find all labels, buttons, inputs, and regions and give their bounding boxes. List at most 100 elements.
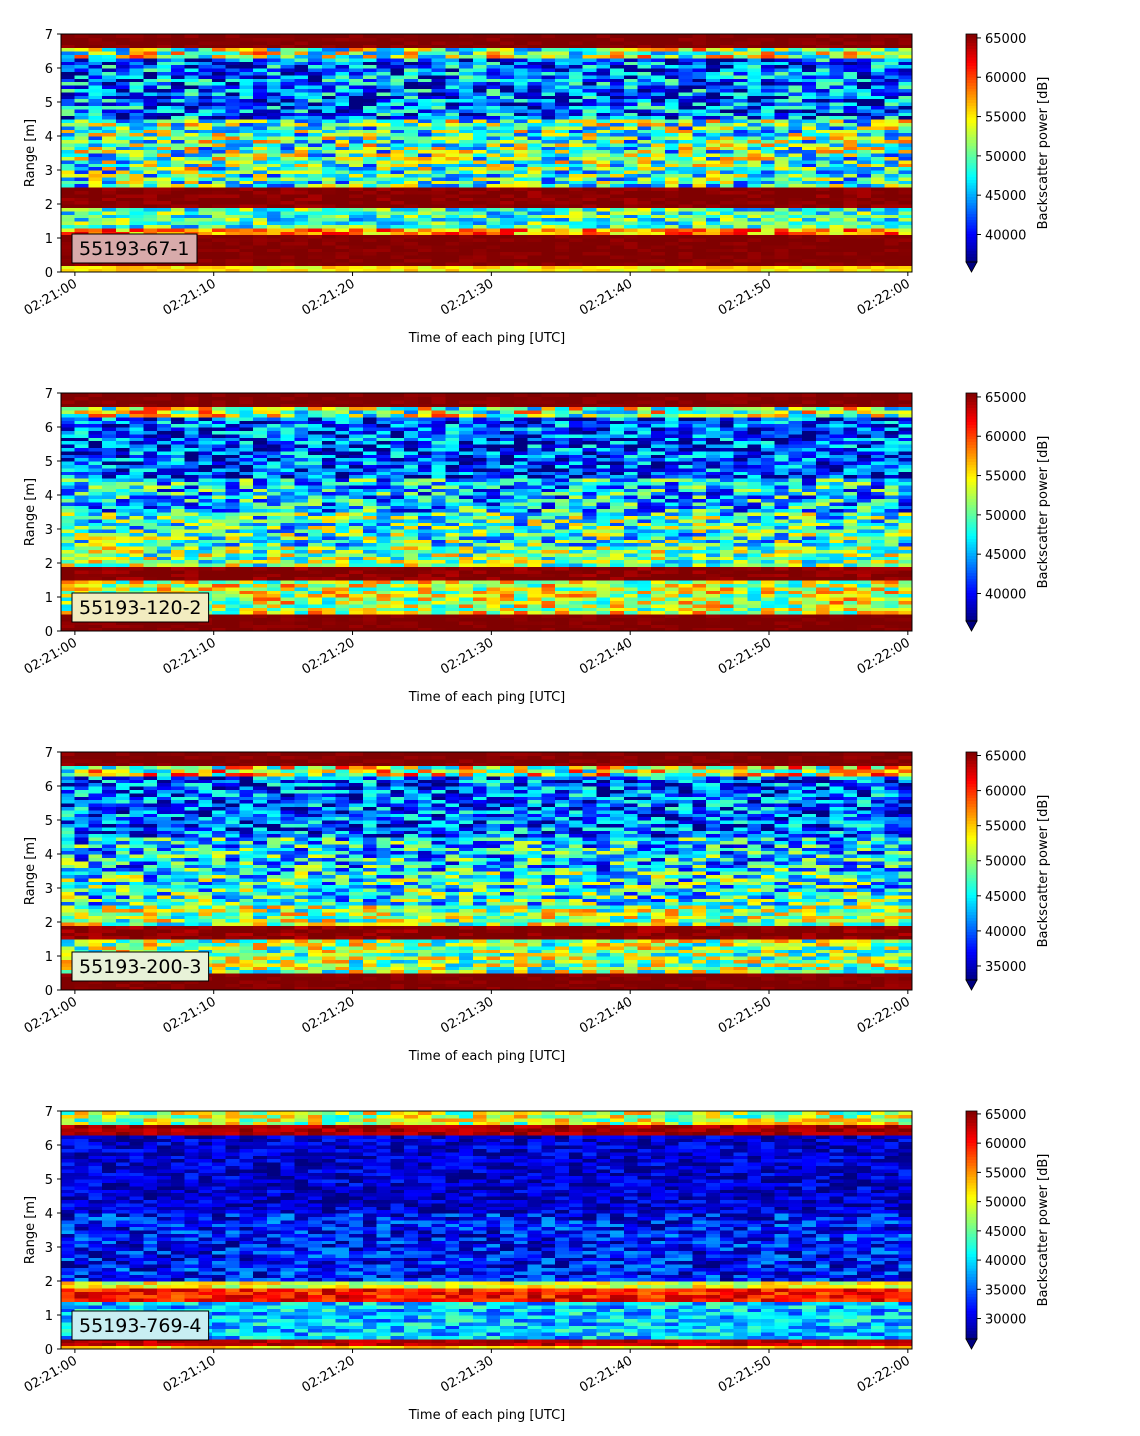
heatmap-cell bbox=[761, 119, 776, 123]
heatmap-cell bbox=[157, 556, 172, 561]
heatmap-cell bbox=[527, 129, 543, 134]
heatmap-cell bbox=[74, 139, 90, 144]
heatmap-cell bbox=[582, 207, 597, 212]
heatmap-cell bbox=[266, 261, 282, 266]
heatmap-cell bbox=[486, 74, 501, 79]
heatmap-cell bbox=[719, 47, 735, 52]
heatmap-cell bbox=[170, 227, 186, 232]
heatmap-cell bbox=[308, 112, 323, 117]
heatmap-cell bbox=[225, 248, 241, 253]
heatmap-cell bbox=[170, 85, 186, 89]
heatmap-cell bbox=[115, 217, 131, 222]
heatmap-cell bbox=[761, 68, 776, 72]
heatmap-cell bbox=[719, 54, 735, 59]
heatmap-cell bbox=[88, 624, 103, 629]
heatmap-cell bbox=[596, 44, 611, 49]
heatmap-cell bbox=[211, 193, 227, 198]
heatmap-cell bbox=[239, 102, 254, 106]
heatmap-cell bbox=[390, 265, 405, 270]
colorbar-segment bbox=[966, 93, 977, 98]
heatmap-cell bbox=[404, 221, 419, 225]
heatmap-cell bbox=[582, 176, 597, 181]
heatmap-cell bbox=[74, 105, 90, 110]
heatmap-cell bbox=[843, 149, 858, 154]
heatmap-cell bbox=[321, 142, 337, 147]
heatmap-cell bbox=[294, 187, 309, 191]
heatmap-cell bbox=[184, 261, 199, 266]
heatmap-cell bbox=[61, 491, 76, 496]
heatmap-cell bbox=[115, 627, 131, 632]
heatmap-cell bbox=[445, 234, 460, 239]
heatmap-cell bbox=[198, 255, 213, 259]
heatmap-cell bbox=[870, 207, 886, 212]
heatmap-cell bbox=[74, 423, 90, 428]
heatmap-cell bbox=[376, 71, 392, 76]
heatmap-cell bbox=[115, 163, 131, 168]
heatmap-cell bbox=[664, 204, 680, 208]
heatmap-cell bbox=[61, 47, 76, 52]
heatmap-cell bbox=[486, 125, 501, 130]
heatmap-cell bbox=[88, 406, 103, 411]
heatmap-cell bbox=[225, 44, 241, 49]
heatmap-cell bbox=[884, 112, 899, 117]
heatmap-cell bbox=[596, 102, 611, 106]
heatmap-cell bbox=[61, 563, 76, 567]
heatmap-cell bbox=[308, 88, 323, 93]
heatmap-cell bbox=[678, 68, 693, 72]
heatmap-cell bbox=[527, 44, 543, 49]
heatmap-cell bbox=[102, 187, 117, 191]
heatmap-cell bbox=[857, 95, 872, 100]
heatmap-cell bbox=[678, 217, 693, 222]
heatmap-cell bbox=[802, 61, 817, 66]
heatmap-cell bbox=[761, 231, 776, 236]
heatmap-cell bbox=[335, 125, 350, 130]
heatmap-cell bbox=[61, 248, 76, 253]
heatmap-cell bbox=[692, 47, 707, 52]
heatmap-cell bbox=[459, 268, 474, 273]
heatmap-cell bbox=[417, 156, 433, 161]
heatmap-cell bbox=[513, 221, 529, 225]
heatmap-cell bbox=[459, 238, 474, 242]
heatmap-cell bbox=[266, 142, 282, 147]
heatmap-cell bbox=[335, 180, 350, 185]
heatmap-cell bbox=[404, 122, 419, 127]
heatmap-cell bbox=[129, 627, 144, 632]
heatmap-cell bbox=[568, 125, 584, 130]
heatmap-cell bbox=[74, 122, 90, 127]
heatmap-cell bbox=[184, 95, 199, 100]
heatmap-cell bbox=[61, 238, 76, 242]
heatmap-cell bbox=[198, 136, 213, 140]
heatmap-cell bbox=[198, 173, 213, 178]
heatmap-cell bbox=[472, 102, 488, 106]
heatmap-cell bbox=[500, 64, 515, 69]
heatmap-cell bbox=[390, 227, 405, 232]
heatmap-cell bbox=[637, 176, 652, 181]
heatmap-cell bbox=[431, 78, 446, 83]
heatmap-cell bbox=[637, 40, 652, 45]
heatmap-cell bbox=[843, 217, 858, 222]
heatmap-cell bbox=[129, 91, 144, 96]
heatmap-cell bbox=[88, 139, 103, 144]
heatmap-cell bbox=[404, 210, 419, 215]
heatmap-cell bbox=[184, 85, 199, 89]
heatmap-cell bbox=[102, 413, 117, 418]
heatmap-cell bbox=[390, 255, 405, 259]
heatmap-cell bbox=[596, 204, 611, 208]
heatmap-cell bbox=[733, 234, 748, 239]
heatmap-cell bbox=[417, 139, 433, 144]
heatmap-cell bbox=[321, 261, 337, 266]
heatmap-cell bbox=[500, 61, 515, 66]
heatmap-cell bbox=[500, 221, 515, 225]
heatmap-cell bbox=[541, 227, 556, 232]
colorbar-segment bbox=[966, 113, 977, 118]
heatmap-cell bbox=[198, 214, 213, 219]
heatmap-cell bbox=[88, 136, 103, 140]
heatmap-cell bbox=[198, 64, 213, 69]
heatmap-cell bbox=[582, 153, 597, 157]
heatmap-cell bbox=[568, 98, 584, 103]
heatmap-cell bbox=[129, 122, 144, 127]
heatmap-cell bbox=[157, 159, 172, 164]
heatmap-cell bbox=[198, 132, 213, 137]
heatmap-cell bbox=[115, 427, 131, 431]
heatmap-cell bbox=[815, 37, 831, 42]
